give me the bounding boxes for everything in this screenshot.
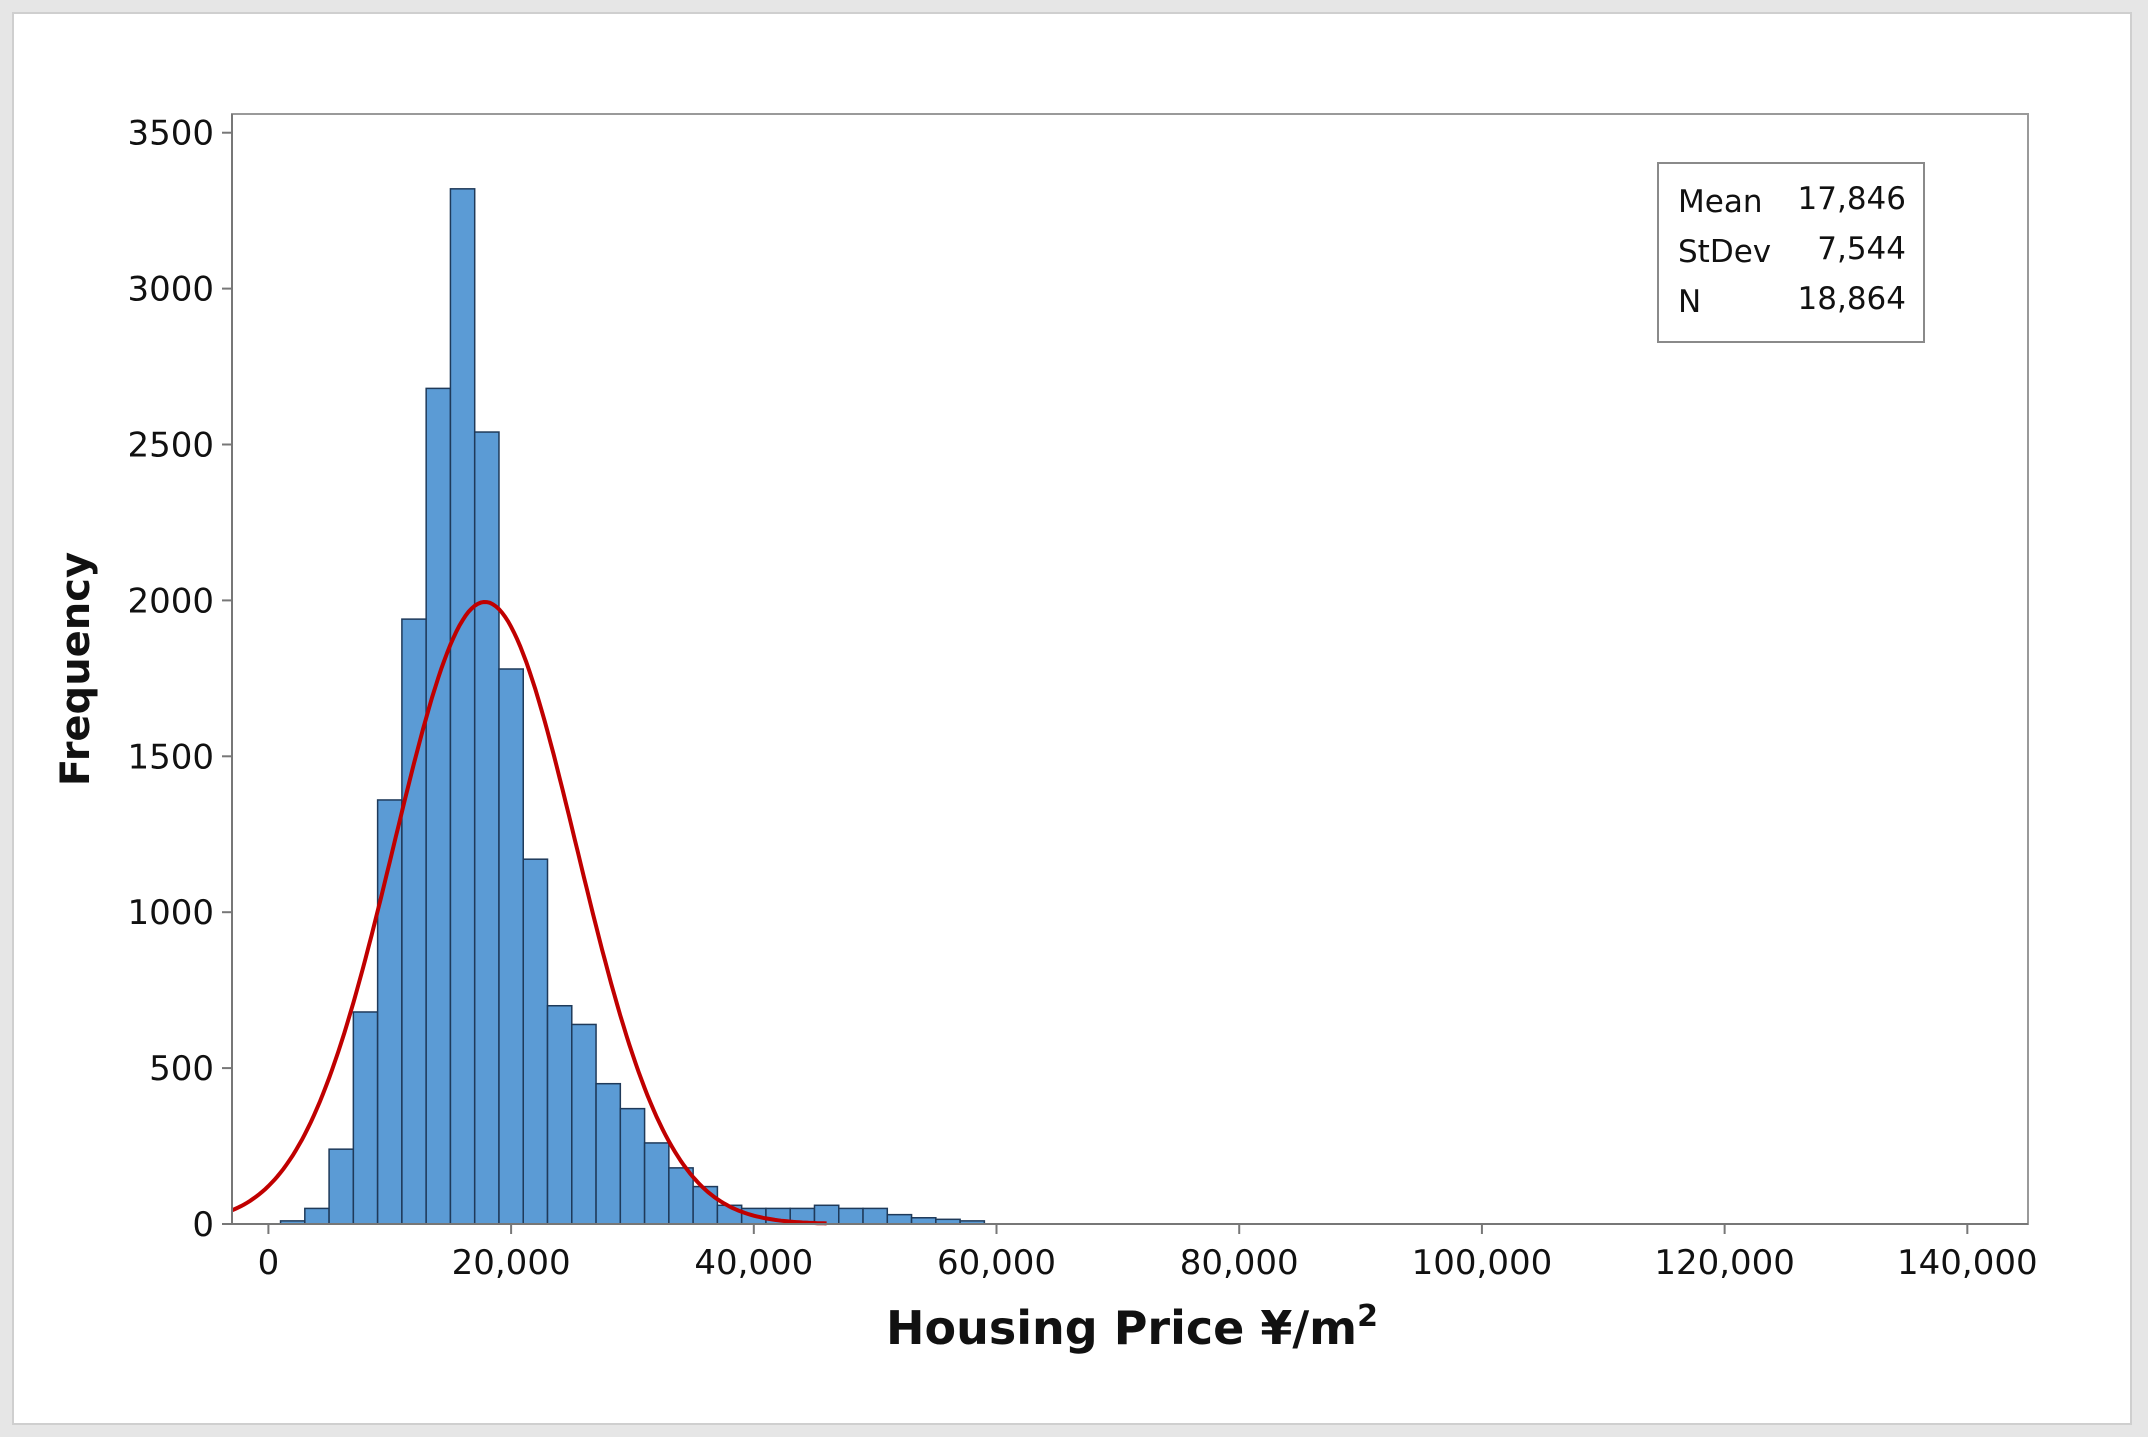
histogram-bar <box>643 1142 670 1225</box>
stat-value-n: 18,864 <box>1798 281 1906 317</box>
histogram-bar <box>886 1213 913 1225</box>
histogram-bar <box>352 1011 379 1225</box>
histogram-bar <box>328 1148 355 1225</box>
y-tick-label: 2500 <box>127 426 214 466</box>
histogram-bar <box>546 1004 573 1225</box>
y-tick-label: 3000 <box>127 270 214 310</box>
stat-value-mean: 17,846 <box>1798 181 1906 217</box>
y-tick-label: 500 <box>149 1049 214 1089</box>
x-tick-label: 120,000 <box>1654 1243 1795 1283</box>
x-tick-label: 40,000 <box>694 1243 813 1283</box>
histogram-bar <box>619 1107 646 1225</box>
bars-group <box>279 188 986 1225</box>
x-tick-label: 100,000 <box>1412 1243 1553 1283</box>
chart-frame: 0 20,000 40,000 60,000 80,000 100,000 120,000 1… <box>12 12 2132 1425</box>
y-tick-label: 0 <box>192 1205 214 1245</box>
x-tick-label: 60,000 <box>937 1243 1056 1283</box>
stats-legend-border <box>1657 162 1925 343</box>
histogram-bar <box>571 1023 597 1225</box>
histogram-bar <box>498 668 524 1225</box>
x-axis-title: Housing Price ¥/m2 <box>886 1299 1378 1355</box>
x-axis-title-text: Housing Price ¥/m <box>886 1301 1357 1355</box>
histogram-bar <box>862 1207 889 1225</box>
histogram-bar <box>401 618 427 1225</box>
x-tick-label: 140,000 <box>1897 1243 2038 1283</box>
stat-value-stdev: 7,544 <box>1817 231 1906 267</box>
y-tick-label: 1000 <box>127 893 214 933</box>
histogram-bar <box>595 1082 622 1225</box>
histogram-bar <box>813 1204 840 1225</box>
x-tick-label: 20,000 <box>452 1243 571 1283</box>
stat-label-mean: Mean <box>1678 184 1762 220</box>
histogram-bar <box>304 1207 330 1225</box>
y-axis-title: Frequency <box>53 552 99 786</box>
x-axis-title-superscript: 2 <box>1357 1299 1378 1334</box>
y-tick-label: 3500 <box>127 114 214 154</box>
histogram-bar <box>425 387 452 1225</box>
histogram-bar <box>473 431 500 1225</box>
stat-label-stdev: StDev <box>1678 234 1771 270</box>
histogram-chart: 0 20,000 40,000 60,000 80,000 100,000 120,000 1… <box>53 113 2038 1355</box>
stat-label-n: N <box>1678 284 1701 320</box>
histogram-bar <box>449 188 476 1225</box>
x-tick-label: 80,000 <box>1180 1243 1299 1283</box>
y-tick-label: 1500 <box>127 737 214 777</box>
histogram-bar <box>668 1167 694 1225</box>
histogram-bar <box>838 1207 864 1225</box>
y-tick-label: 2000 <box>127 581 214 621</box>
histogram-bar <box>692 1185 719 1225</box>
normal-fit-curve <box>231 599 827 1226</box>
y-axis-ticks: 0 500 1000 1500 2000 2500 3000 3500 <box>127 114 232 1245</box>
x-tick-label: 0 <box>258 1243 280 1283</box>
histogram-bar <box>522 858 549 1225</box>
x-axis-ticks: 0 20,000 40,000 60,000 80,000 100,000 120,000 1… <box>258 1224 2038 1283</box>
stats-legend-box: Mean 17,846 StDev 7,544 N 18,864 <box>1657 162 1925 343</box>
